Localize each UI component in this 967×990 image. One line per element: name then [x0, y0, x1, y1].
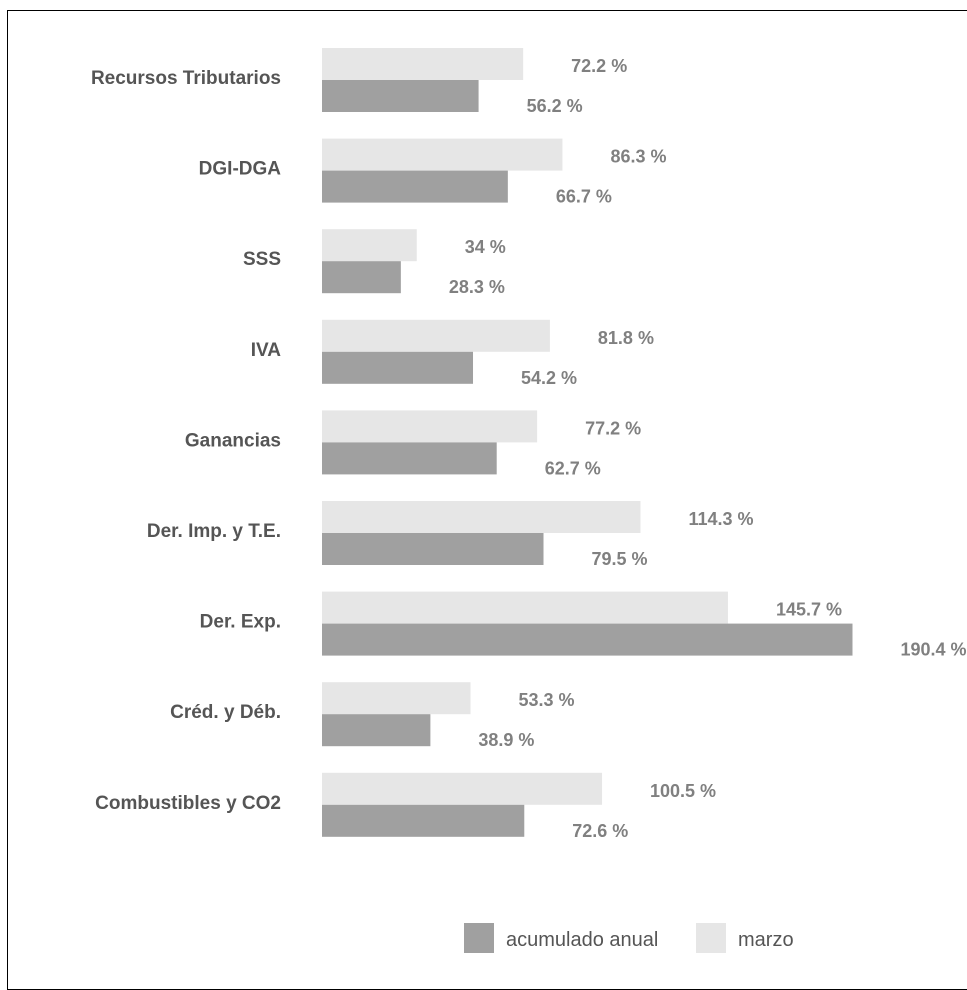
value-label-acumulado-anual-der-imp-y-t-e: 79.5 % — [592, 549, 648, 569]
category-label-ganancias: Ganancias — [185, 430, 281, 451]
bar-acumulado-anual-combustibles-y-co2 — [322, 804, 525, 837]
bar-acumulado-anual-der-imp-y-t-e — [322, 533, 544, 565]
bar-marzo-ganancias — [322, 410, 538, 443]
value-label-acumulado-anual-ganancias: 62.7 % — [545, 458, 601, 478]
bar-marzo-combustibles-y-co2 — [322, 772, 603, 805]
value-label-acumulado-anual-der-exp: 190.4 % — [901, 640, 967, 660]
bar-acumulado-anual-der-exp — [322, 623, 853, 656]
bar-acumulado-anual-iva — [322, 351, 474, 384]
category-label-combustibles-y-co2: Combustibles y CO2 — [95, 793, 281, 814]
value-label-marzo-cred-y-deb: 53.3 % — [519, 690, 575, 710]
value-label-acumulado-anual-combustibles-y-co2: 72.6 % — [572, 821, 628, 841]
bar-marzo-sss — [322, 229, 417, 262]
legend-label-marzo: marzo — [738, 929, 794, 951]
bar-acumulado-anual-cred-y-deb — [322, 714, 431, 747]
bar-marzo-der-imp-y-t-e — [322, 501, 641, 533]
value-label-marzo-recursos-tributarios: 72.2 % — [571, 56, 627, 76]
bar-acumulado-anual-recursos-tributarios — [322, 80, 479, 112]
category-label-iva: IVA — [251, 340, 282, 361]
category-label-recursos-tributarios: Recursos Tributarios — [91, 68, 281, 89]
value-label-marzo-der-exp: 145.7 % — [776, 600, 842, 620]
value-label-marzo-combustibles-y-co2: 100.5 % — [650, 781, 716, 801]
value-label-marzo-ganancias: 77.2 % — [585, 418, 641, 438]
category-label-der-imp-y-t-e: Der. Imp. y T.E. — [147, 521, 281, 542]
bar-marzo-cred-y-deb — [322, 682, 471, 715]
category-label-cred-y-deb: Créd. y Déb. — [170, 702, 281, 723]
value-label-marzo-dgi-dga: 86.3 % — [610, 147, 666, 167]
category-label-dgi-dga: DGI-DGA — [199, 159, 282, 180]
legend-label-acumulado-anual: acumulado anual — [506, 929, 658, 951]
value-label-marzo-sss: 34 % — [465, 237, 506, 257]
bar-marzo-recursos-tributarios — [322, 48, 524, 80]
value-label-marzo-der-imp-y-t-e: 114.3 % — [688, 509, 753, 529]
value-label-acumulado-anual-recursos-tributarios: 56.2 % — [527, 96, 583, 116]
bar-marzo-der-exp — [322, 591, 728, 624]
bar-acumulado-anual-dgi-dga — [322, 170, 508, 203]
bar-acumulado-anual-ganancias — [322, 442, 497, 475]
bar-marzo-iva — [322, 319, 550, 352]
legend-swatch-marzo — [696, 923, 726, 953]
value-label-acumulado-anual-dgi-dga: 66.7 % — [556, 187, 612, 207]
bar-marzo-dgi-dga — [322, 138, 563, 171]
value-label-acumulado-anual-iva: 54.2 % — [521, 368, 577, 388]
value-label-acumulado-anual-sss: 28.3 % — [449, 277, 505, 297]
legend-swatch-acumulado-anual — [464, 923, 494, 953]
value-label-acumulado-anual-cred-y-deb: 38.9 % — [478, 730, 534, 750]
category-label-der-exp: Der. Exp. — [200, 612, 281, 633]
value-label-marzo-iva: 81.8 % — [598, 328, 654, 348]
bar-acumulado-anual-sss — [322, 261, 401, 294]
category-label-sss: SSS — [243, 249, 281, 270]
